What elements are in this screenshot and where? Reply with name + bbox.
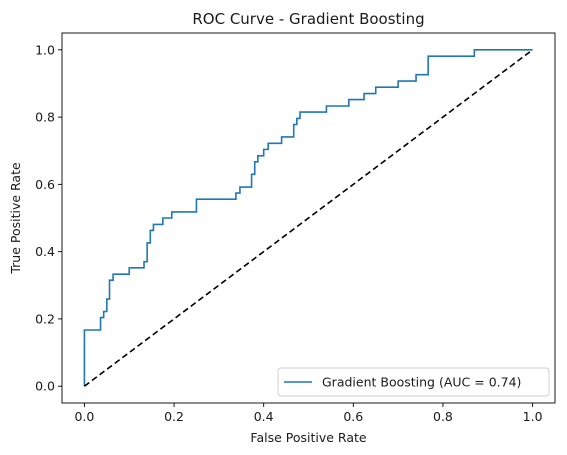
axes: 0.0 0.2 0.4 0.6 0.8 1.0 0.0 0.2 0.4 0.6 0.8 1.0 xyxy=(35,32,556,424)
x-tick-label: 0.4 xyxy=(254,409,274,424)
x-tick-label: 0.2 xyxy=(164,409,184,424)
y-axis-label: True Positive Rate xyxy=(8,162,23,275)
x-tick-label: 1.0 xyxy=(523,409,543,424)
x-tick-label: 0.8 xyxy=(433,409,453,424)
y-tick-label: 0.2 xyxy=(35,311,55,326)
y-tick-label: 0.6 xyxy=(35,177,55,192)
x-tick-label: 0.6 xyxy=(343,409,363,424)
roc-curve-line xyxy=(83,49,533,387)
y-tick-label: 0.0 xyxy=(35,379,55,394)
legend-box xyxy=(277,367,550,397)
x-tick-label: 0.0 xyxy=(74,409,94,424)
legend-label: Gradient Boosting (AUC = 0.74) xyxy=(322,375,521,390)
legend: Gradient Boosting (AUC = 0.74) xyxy=(277,367,550,397)
plot-area xyxy=(83,49,534,387)
y-tick-label: 0.8 xyxy=(35,110,55,125)
chart-title: ROC Curve - Gradient Boosting xyxy=(192,10,424,28)
y-tick-label: 0.4 xyxy=(35,244,55,259)
x-axis-label: False Positive Rate xyxy=(250,430,366,445)
chance-diagonal-line xyxy=(83,49,534,387)
plot-frame xyxy=(61,32,556,404)
y-tick-label: 1.0 xyxy=(35,42,55,57)
